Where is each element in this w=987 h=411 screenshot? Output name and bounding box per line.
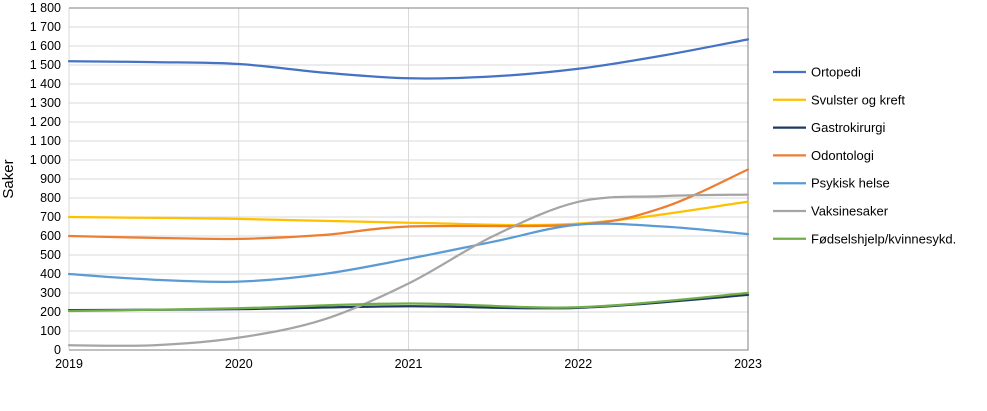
svg-text:Vaksinesaker: Vaksinesaker — [811, 204, 889, 219]
svg-text:1 000: 1 000 — [30, 153, 61, 167]
svg-text:1 500: 1 500 — [30, 58, 61, 72]
svg-text:1 700: 1 700 — [30, 20, 61, 34]
svg-text:Saker: Saker — [0, 159, 17, 198]
svg-text:200: 200 — [40, 305, 61, 319]
svg-text:2022: 2022 — [564, 357, 592, 371]
svg-text:0: 0 — [54, 343, 61, 357]
svg-text:Fødselshjelp/kvinnesykd.: Fødselshjelp/kvinnesykd. — [811, 231, 956, 246]
svg-text:300: 300 — [40, 286, 61, 300]
svg-text:1 400: 1 400 — [30, 77, 61, 91]
svg-text:Gastrokirurgi: Gastrokirurgi — [811, 120, 886, 135]
svg-text:Svulster og kreft: Svulster og kreft — [811, 92, 905, 107]
svg-text:600: 600 — [40, 229, 61, 243]
svg-text:2019: 2019 — [55, 357, 83, 371]
svg-text:Odontologi: Odontologi — [811, 148, 874, 163]
svg-text:100: 100 — [40, 324, 61, 338]
svg-text:1 200: 1 200 — [30, 115, 61, 129]
svg-text:700: 700 — [40, 210, 61, 224]
svg-text:Ortopedi: Ortopedi — [811, 65, 861, 80]
svg-text:900: 900 — [40, 172, 61, 186]
svg-text:1 600: 1 600 — [30, 39, 61, 53]
svg-text:2020: 2020 — [225, 357, 253, 371]
svg-text:800: 800 — [40, 191, 61, 205]
svg-text:500: 500 — [40, 248, 61, 262]
svg-text:1 800: 1 800 — [30, 1, 61, 15]
svg-text:Psykisk helse: Psykisk helse — [811, 176, 890, 191]
svg-text:1 100: 1 100 — [30, 134, 61, 148]
svg-text:1 300: 1 300 — [30, 96, 61, 110]
svg-text:2021: 2021 — [395, 357, 423, 371]
svg-text:2023: 2023 — [734, 357, 762, 371]
svg-text:400: 400 — [40, 267, 61, 281]
